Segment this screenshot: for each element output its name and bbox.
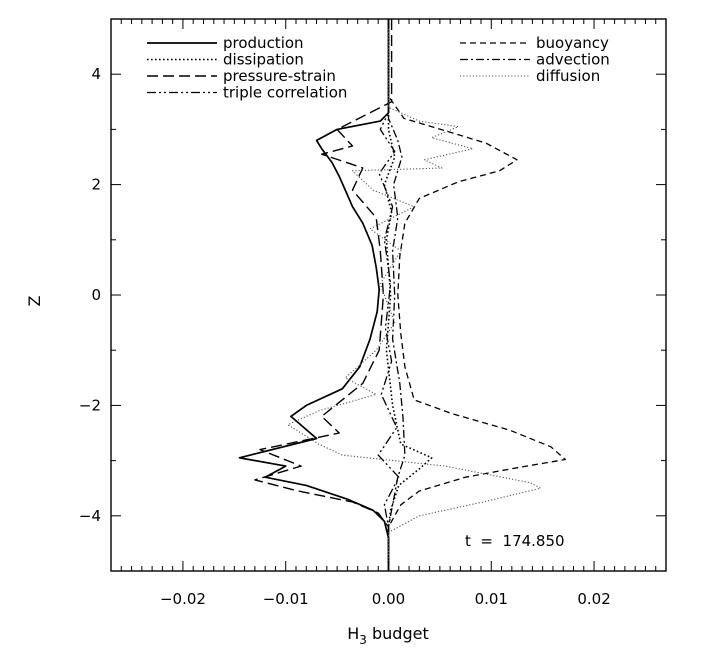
x-axis-label-suffix: budget bbox=[367, 624, 429, 643]
legend-label-diffusion: diffusion bbox=[536, 67, 600, 85]
series-line-advection bbox=[387, 19, 406, 571]
legend-label-triple-correlation: triple correlation bbox=[223, 84, 347, 102]
legend: productiondissipationpressure-straintrip… bbox=[147, 34, 610, 102]
x-axis-label-main: H bbox=[347, 624, 359, 643]
time-annotation: t = 174.850 bbox=[465, 532, 565, 550]
x-tick-label: −0.01 bbox=[263, 590, 309, 608]
legend-label-advection: advection bbox=[536, 51, 610, 69]
y-tick-label: −4 bbox=[79, 507, 101, 525]
series-layer bbox=[238, 19, 566, 571]
legend-label-buoyancy: buoyancy bbox=[536, 34, 609, 52]
series-line-production bbox=[238, 19, 390, 571]
series-line-dissipation bbox=[383, 19, 433, 571]
y-tick-label: 0 bbox=[91, 286, 101, 304]
y-tick-label: −2 bbox=[79, 396, 101, 414]
series-line-diffusion bbox=[287, 19, 542, 571]
series-line-buoyancy bbox=[387, 19, 566, 571]
x-axis-label-subscript: 3 bbox=[359, 633, 367, 647]
x-tick-label: 0.00 bbox=[372, 590, 405, 608]
series-line-pressure-strain bbox=[254, 19, 393, 571]
y-tick-label: 4 bbox=[91, 65, 101, 83]
legend-label-pressure-strain: pressure-strain bbox=[223, 67, 336, 85]
x-tick-label: −0.02 bbox=[160, 590, 206, 608]
ticks-layer bbox=[110, 18, 667, 572]
x-axis-label: H3 budget bbox=[347, 624, 428, 647]
x-tick-label: 0.01 bbox=[475, 590, 508, 608]
y-tick-label: 2 bbox=[91, 176, 101, 194]
legend-label-production: production bbox=[223, 34, 304, 52]
tick-labels-layer: −0.02 −0.01 0.00 0.01 0.02 −4 −2 0 2 4 bbox=[79, 65, 611, 608]
x-tick-label: 0.02 bbox=[577, 590, 610, 608]
legend-label-dissipation: dissipation bbox=[223, 51, 304, 69]
y-axis-label: Z bbox=[25, 295, 44, 306]
